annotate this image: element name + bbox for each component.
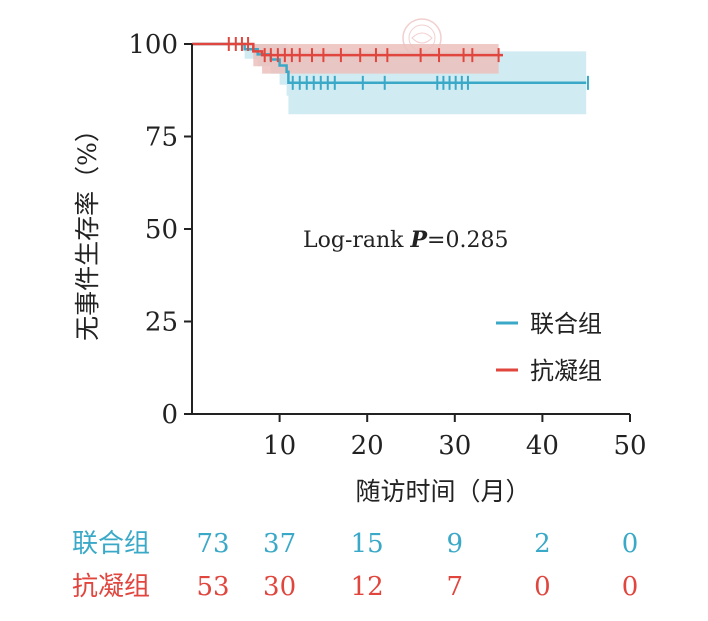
- survival-line-anticoag: [192, 42, 503, 57]
- legend-label-anticoag: 抗凝组: [530, 357, 602, 385]
- risk-value-combined-0: 73: [196, 529, 229, 559]
- risk-value-combined-30: 9: [447, 529, 464, 559]
- risk-value-anticoag-50: 0: [622, 572, 639, 602]
- risk-value-anticoag-40: 0: [534, 572, 551, 602]
- logrank-annotation: Log-rank P=0.285: [303, 227, 508, 253]
- y-ticks: 0 25 50 75 100: [128, 30, 192, 430]
- risk-value-anticoag-20: 12: [351, 572, 384, 602]
- risk-row-label-anticoag: 抗凝组: [72, 572, 150, 602]
- y-tick-label-100: 100: [128, 30, 178, 60]
- x-tick-label-20: 20: [351, 431, 384, 461]
- risk-value-anticoag-10: 30: [263, 572, 296, 602]
- y-axis-title: 无事件生存率（%）: [73, 117, 102, 341]
- legend-label-combined: 联合组: [530, 310, 602, 338]
- censor-marks: [227, 37, 589, 90]
- x-tick-label-10: 10: [263, 431, 296, 461]
- risk-values: 73 37 15 9 2 0 53 30 12 7 0 0: [196, 529, 638, 602]
- logrank-p-value: =0.285: [427, 228, 508, 253]
- survival-lines: [192, 42, 587, 85]
- x-tick-label-30: 30: [438, 431, 471, 461]
- y-tick-label-25: 25: [145, 308, 178, 338]
- confidence-bands: [192, 44, 587, 115]
- x-axis-title: 随访时间（月）: [355, 477, 530, 506]
- risk-value-combined-50: 0: [622, 529, 639, 559]
- risk-value-combined-20: 15: [351, 529, 384, 559]
- y-tick-label-75: 75: [145, 123, 178, 153]
- x-tick-label-50: 50: [613, 431, 646, 461]
- x-tick-label-40: 40: [526, 431, 559, 461]
- ci-band-anticoag: [192, 44, 499, 74]
- logrank-label: Log-rank: [303, 228, 411, 253]
- logrank-p: P: [410, 227, 429, 253]
- survival-line-combined: [192, 42, 587, 85]
- risk-row-label-combined: 联合组: [72, 529, 150, 559]
- risk-value-anticoag-0: 53: [196, 572, 229, 602]
- x-ticks: 10 20 30 40 50: [263, 414, 647, 461]
- risk-value-combined-40: 2: [534, 529, 551, 559]
- risk-value-combined-10: 37: [263, 529, 296, 559]
- y-tick-label-0: 0: [161, 400, 178, 430]
- legend: 联合组 抗凝组: [496, 310, 602, 385]
- risk-value-anticoag-30: 7: [447, 572, 464, 602]
- risk-table: 联合组 抗凝组 73 37 15 9 2 0 53 30 12 7 0 0: [72, 529, 638, 602]
- y-tick-label-50: 50: [145, 215, 178, 245]
